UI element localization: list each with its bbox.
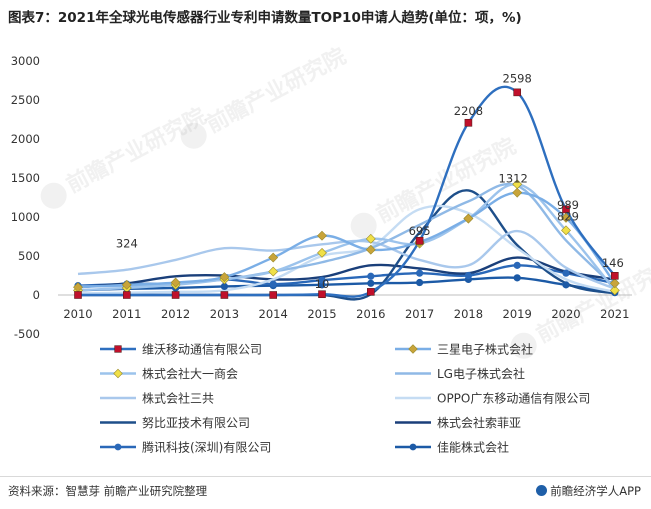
data-point-series-1 [220, 291, 229, 299]
data-point-series-3 [365, 233, 376, 244]
data-point-series-2 [121, 279, 132, 290]
data-point-series-10 [416, 278, 424, 287]
data-point-series-1 [171, 291, 180, 299]
legend-label: OPPO广东移动通信有限公司 [437, 392, 590, 406]
y-tick-label: -500 [14, 327, 40, 341]
x-tick-label: 2020 [551, 307, 580, 321]
data-point-series-1 [74, 291, 82, 299]
legend-swatch-marker [114, 345, 122, 353]
data-point-series-3 [268, 266, 279, 277]
data-point-series-1 [562, 205, 570, 214]
legend-label: 株式会社三共 [142, 391, 214, 406]
series-line-1 [78, 85, 616, 298]
x-tick-label: 2010 [63, 307, 92, 321]
y-tick-label: 3000 [11, 54, 40, 68]
x-tick-label: 2014 [259, 307, 288, 321]
data-label: 1312 [499, 172, 528, 186]
x-tick-label: 2019 [503, 307, 532, 321]
data-point-series-1 [366, 288, 375, 296]
data-point-series-2 [219, 272, 230, 282]
y-tick-label: 500 [18, 249, 40, 263]
series-line-5 [77, 229, 616, 290]
y-tick-label: 2500 [11, 93, 40, 107]
data-point-series-2 [317, 230, 327, 241]
data-point-series-2 [561, 212, 571, 223]
data-point-series-9 [562, 269, 570, 277]
x-tick-label: 2016 [356, 307, 385, 321]
data-label: 10 [315, 277, 330, 291]
legend-label: LG电子株式会社 [437, 366, 525, 381]
data-point-series-2 [365, 244, 376, 255]
data-point-series-10 [513, 274, 521, 282]
data-label: 146 [602, 256, 624, 270]
data-point-series-9 [318, 276, 326, 284]
legend-swatch-marker [114, 443, 122, 451]
legend-label: 株式会社大一商会 [142, 366, 238, 381]
line-chart: -500 0 500 1000 1500 2000 2500 3000 2010 2011 2012… [11, 54, 632, 455]
data-point-series-9 [269, 280, 277, 288]
legend-label: 株式会社索菲亚 [437, 415, 521, 430]
chart-title: 图表7：2021年全球光电传感器行业专利申请数量TOP10申请人趋势(单位：项，… [8, 10, 522, 26]
data-label: 829 [557, 209, 579, 223]
series-line-8 [77, 256, 615, 289]
data-point-series-3 [609, 285, 620, 296]
data-label: 2598 [503, 71, 532, 85]
data-point-series-3 [561, 225, 571, 236]
data-point-series-2 [609, 278, 620, 289]
data-point-series-9 [416, 269, 424, 277]
data-point-series-3 [317, 247, 327, 258]
legend-label: 维沃移动通信有限公司 [142, 343, 262, 357]
x-tick-label: 2011 [112, 307, 141, 321]
data-point-series-9 [367, 272, 375, 280]
data-point-series-9 [464, 271, 472, 280]
brand-text: 前瞻经济学人APP [550, 484, 641, 498]
data-point-series-2 [268, 252, 279, 263]
y-tick-label: 1000 [11, 210, 40, 224]
data-point-series-10 [562, 281, 570, 289]
x-tick-label: 2017 [405, 307, 434, 321]
data-point-series-1 [610, 272, 619, 280]
data-point-series-1 [464, 118, 473, 127]
legend-swatch-marker [113, 368, 123, 379]
data-point-series-9 [513, 261, 521, 269]
data-point-series-2 [463, 213, 474, 224]
x-tick-label: 2015 [307, 307, 336, 321]
legend-label: 三星电子株式会社 [437, 342, 533, 357]
data-point-series-1 [269, 291, 278, 299]
data-point-series-2 [512, 187, 523, 198]
x-tick-label: 2021 [600, 307, 629, 321]
brand-logo-icon [536, 485, 548, 496]
legend-label: 腾讯科技(深圳)有限公司 [142, 440, 271, 455]
series-line-10 [77, 276, 615, 294]
data-point-series-1 [123, 291, 131, 299]
footer-divider [0, 476, 651, 477]
legend-label: 佳能株式会社 [437, 440, 509, 455]
legend-swatch-marker [409, 443, 417, 451]
data-point-series-10 [220, 282, 228, 291]
data-point-series-2 [170, 277, 181, 288]
x-tick-label: 2012 [161, 307, 190, 321]
legend-swatch-marker [408, 344, 418, 354]
x-tick-label: 2018 [454, 307, 483, 321]
data-point-series-1 [415, 236, 424, 245]
data-point-series-10 [367, 279, 375, 287]
data-label: 989 [557, 198, 579, 212]
data-label: 695 [409, 224, 431, 238]
y-tick-label: 2000 [11, 132, 40, 146]
source-note: 资料来源：智慧芽 前瞻产业研究院整理 [8, 484, 208, 498]
data-point-series-1 [318, 290, 326, 299]
brand-label: 前瞻经济学人APP [536, 483, 641, 499]
x-tick-label: 2013 [210, 307, 239, 321]
y-tick-label: 0 [33, 288, 40, 302]
legend-label: 努比亚技术有限公司 [142, 415, 250, 430]
y-tick-label: 1500 [11, 171, 40, 185]
data-label: 324 [116, 237, 138, 251]
data-point-series-1 [513, 88, 522, 97]
data-label: 2208 [454, 104, 483, 118]
